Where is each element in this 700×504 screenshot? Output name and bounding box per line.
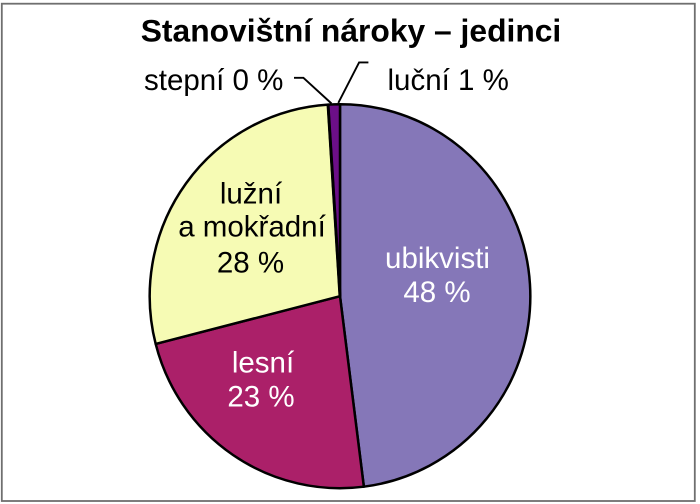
svg-text:lužní: lužní <box>220 178 283 211</box>
svg-text:Stanovištní nároky – jedinci: Stanovištní nároky – jedinci <box>141 13 562 49</box>
svg-text:48 %: 48 % <box>403 276 470 309</box>
svg-text:a mokřadní: a mokřadní <box>178 211 326 244</box>
svg-text:23 %: 23 % <box>227 381 294 414</box>
svg-text:28 %: 28 % <box>217 247 284 280</box>
svg-text:ubikvisti: ubikvisti <box>385 242 490 275</box>
svg-text:luční 1 %: luční 1 % <box>388 64 509 97</box>
svg-text:stepní 0 %: stepní 0 % <box>144 64 283 97</box>
svg-text:lesní: lesní <box>232 346 295 379</box>
